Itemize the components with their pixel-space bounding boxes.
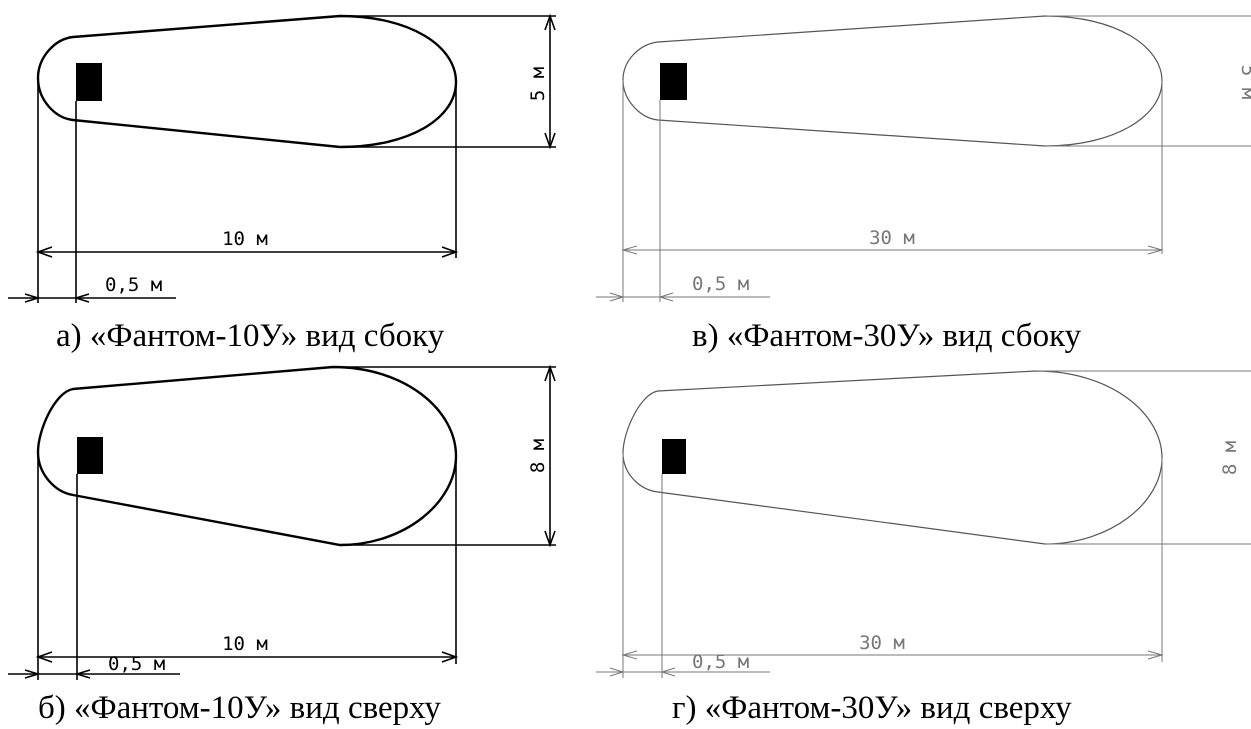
arrow-head [441,246,459,258]
panel-caption: г) «Фантом-30У» вид сверху [672,690,1072,726]
length-label: 30 м [869,227,915,249]
arrow-head [441,651,459,663]
arrow-head [73,293,90,303]
height-label: 8 м [527,439,549,473]
arrow-head [621,650,638,660]
arrow-head [609,667,625,677]
arrow-head [35,651,53,663]
panel-g: 8 м 30 м 0,5 м г) «Фантом-30У» вид сверх… [596,370,1251,726]
panel-caption: б) «Фантом-10У» вид сверху [38,690,441,726]
antenna-block [77,437,103,474]
antenna-block [662,439,686,474]
antenna-block [76,63,102,101]
offset-label: 0,5 м [108,653,165,675]
length-label: 30 м [859,632,905,654]
zone-outline [622,15,1163,147]
height-label: 5 м [527,67,549,101]
length-label: 10 м [222,633,268,655]
arrow-head [544,132,556,150]
arrow-head [35,246,53,258]
panel-v: 5 м 30 м 0,5 м в) «Фантом-30У» вид сбоку [596,15,1251,354]
offset-label: 0,5 м [105,274,162,296]
arrow-head [1147,650,1164,660]
arrow-head [24,293,41,303]
arrow-head [660,667,676,677]
arrow-head [74,669,91,679]
offset-label: 0,5 м [692,651,749,673]
panel-caption: в) «Фантом-30У» вид сбоку [692,318,1082,354]
arrow-head [621,245,638,255]
height-label: 5 м [1237,65,1251,99]
height-label: 8 м [1219,441,1241,475]
arrow-head [609,292,625,302]
offset-label: 0,5 м [692,273,749,295]
antenna-block [660,63,687,100]
panel-b: 8 м 10 м 0,5 м б) «Фантом-10У» вид сверх… [8,364,556,726]
panel-a: 5 м 10 м 0,5 м а) «Фантом-10У» вид сбоку [8,13,556,354]
zone-outline [36,14,458,149]
length-label: 10 м [222,228,268,250]
arrow-head [544,13,556,31]
arrow-head [24,669,41,679]
arrow-head [544,364,556,382]
arrow-head [658,292,674,302]
arrow-head [1147,245,1164,255]
zone-outline [622,370,1163,545]
arrow-head [544,530,556,548]
zone-outline [36,365,458,547]
panel-caption: а) «Фантом-10У» вид сбоку [56,318,445,354]
